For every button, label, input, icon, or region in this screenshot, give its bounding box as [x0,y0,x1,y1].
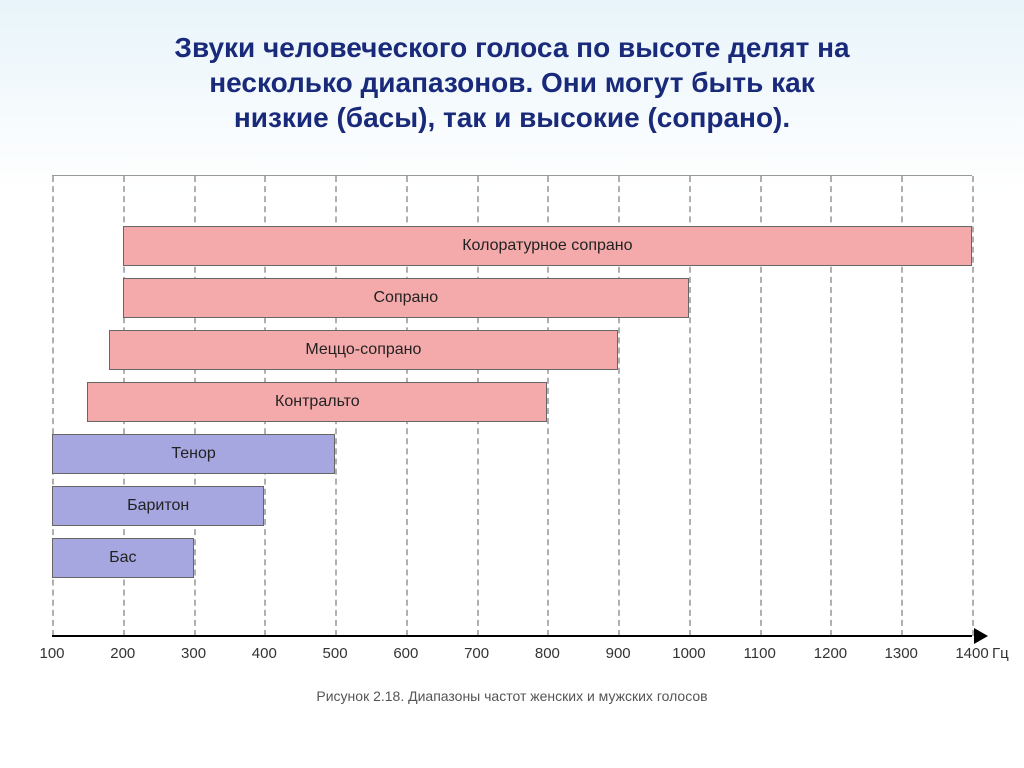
title-line: Звуки человеческого голоса по высоте дел… [174,32,849,63]
x-tick-label: 300 [169,645,219,662]
voice-bar-label: Колоратурное сопрано [462,237,632,255]
voice-bar-label: Меццо-сопрано [305,341,421,359]
x-tick-label: 1000 [664,645,714,662]
voice-bar-label: Тенор [171,445,215,463]
slide-title: Звуки человеческого голоса по высоте дел… [32,30,992,135]
voice-bar: Меццо-сопрано [109,330,619,370]
chart-caption: Рисунок 2.18. Диапазоны частот женских и… [32,688,992,704]
voice-bar: Баритон [52,486,264,526]
voice-bar: Колоратурное сопрано [123,226,972,266]
x-axis-arrow-icon [974,628,988,644]
voice-bar-label: Баритон [127,497,189,515]
x-tick-label: 800 [522,645,572,662]
voice-bar: Бас [52,538,194,578]
voice-bar-label: Сопрано [374,289,439,307]
voice-bar-label: Бас [109,549,136,567]
x-tick-label: 600 [381,645,431,662]
voice-bar: Контральто [87,382,547,422]
x-tick-label: 1400 [947,645,997,662]
x-tick-label: 1300 [876,645,926,662]
x-axis-unit: Гц [992,645,1009,662]
x-axis [52,635,972,637]
x-tick-label: 100 [27,645,77,662]
voice-bar: Тенор [52,434,335,474]
slide: Звуки человеческого голоса по высоте дел… [0,0,1024,768]
voice-range-chart: Колоратурное сопрано Сопрано Меццо-сопрано… [32,175,992,685]
x-tick-label: 500 [310,645,360,662]
x-tick-label: 200 [98,645,148,662]
voice-bar-label: Контральто [275,393,360,411]
gridline [972,176,974,636]
plot-area: Колоратурное сопрано Сопрано Меццо-сопрано… [52,175,972,636]
x-tick-label: 900 [593,645,643,662]
title-line: несколько диапазонов. Они могут быть как [209,67,814,98]
x-tick-label: 400 [239,645,289,662]
title-line: низкие (басы), так и высокие (сопрано). [234,102,790,133]
x-tick-label: 1200 [805,645,855,662]
x-tick-label: 1100 [735,645,785,662]
voice-bar: Сопрано [123,278,689,318]
x-tick-label: 700 [452,645,502,662]
